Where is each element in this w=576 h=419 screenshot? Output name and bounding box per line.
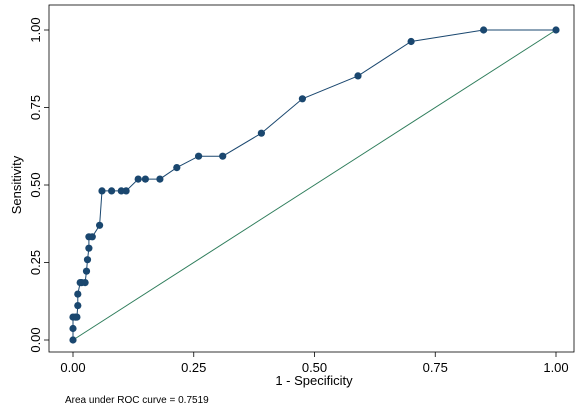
- roc-point: [83, 256, 92, 264]
- roc-point: [98, 187, 106, 195]
- roc-point: [73, 313, 81, 321]
- roc-point: [552, 26, 560, 34]
- roc-point: [69, 324, 77, 333]
- roc-point: [298, 95, 306, 103]
- roc-point: [195, 152, 203, 160]
- roc-point: [407, 37, 415, 46]
- roc-point: [219, 152, 227, 160]
- roc-point: [122, 187, 130, 195]
- reference-line: [72, 29, 557, 341]
- series-layer: [69, 26, 560, 344]
- roc-point: [69, 336, 77, 344]
- roc-point: [141, 175, 149, 183]
- x-axis-title: 1 - Specificity: [275, 373, 353, 388]
- roc-point: [74, 290, 82, 298]
- roc-point: [108, 187, 116, 195]
- x-tick-label: 0.50: [302, 360, 327, 375]
- y-tick-label: 0.25: [28, 250, 43, 275]
- roc-point: [156, 175, 164, 183]
- x-tick-label: 0.25: [181, 360, 206, 375]
- auc-note: Area under ROC curve = 0.7519: [65, 395, 209, 406]
- y-tick-label: 1.00: [28, 17, 43, 42]
- roc-point: [134, 175, 142, 183]
- roc-point: [257, 129, 265, 137]
- roc-point: [354, 72, 362, 80]
- x-tick-label: 1.00: [543, 360, 568, 375]
- y-axis-title: Sensitivity: [9, 155, 24, 214]
- y-tick-label: 0.50: [28, 172, 43, 197]
- roc-point: [173, 164, 181, 172]
- x-tick-label: 0.75: [423, 360, 448, 375]
- roc-point: [480, 26, 488, 34]
- y-tick-label: 0.00: [28, 327, 43, 352]
- roc-point: [88, 233, 96, 241]
- plot-frame: [48, 4, 575, 353]
- roc-point: [74, 302, 82, 310]
- roc-point: [85, 244, 93, 252]
- y-tick-label: 0.75: [28, 95, 43, 120]
- roc-point: [96, 221, 104, 229]
- roc-point: [81, 279, 89, 287]
- x-tick-label: 0.00: [60, 360, 85, 375]
- roc-point: [82, 267, 91, 275]
